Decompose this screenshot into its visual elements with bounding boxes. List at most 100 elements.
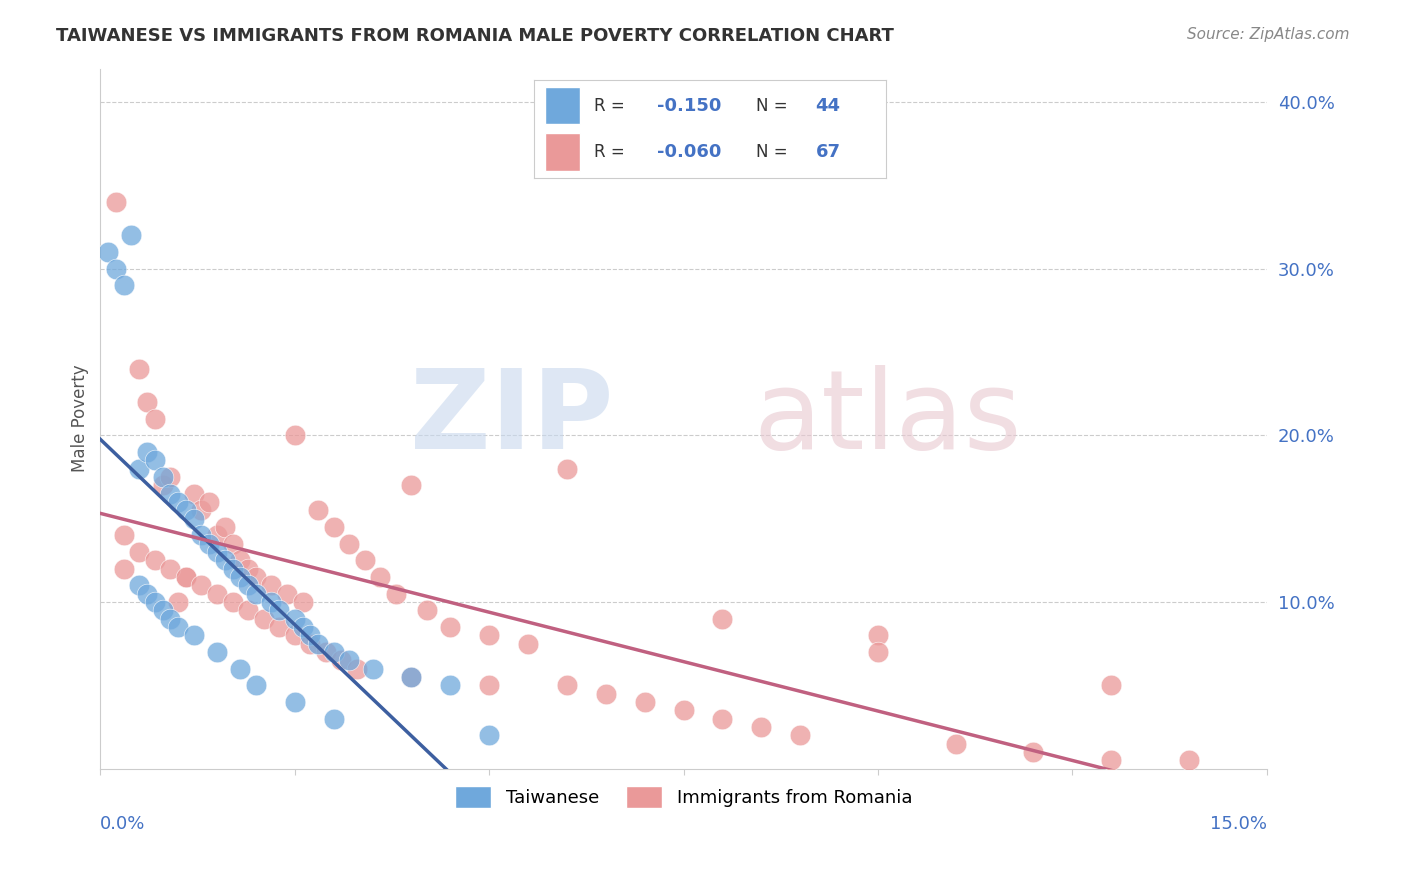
Point: [711, 712, 734, 726]
Point: [711, 611, 734, 625]
Point: [307, 503, 329, 517]
Point: [167, 495, 190, 509]
Point: [672, 703, 695, 717]
Text: R =: R =: [593, 143, 624, 161]
Point: [174, 503, 197, 517]
Point: [183, 628, 205, 642]
Text: atlas: atlas: [754, 365, 1022, 472]
Point: [136, 395, 159, 409]
Point: [236, 578, 259, 592]
Point: [322, 520, 344, 534]
Point: [337, 653, 360, 667]
Text: R =: R =: [593, 97, 624, 115]
Point: [159, 470, 181, 484]
Point: [401, 670, 423, 684]
Point: [299, 628, 322, 642]
Point: [159, 611, 181, 625]
Point: [143, 595, 166, 609]
Point: [361, 662, 384, 676]
Point: [478, 678, 501, 692]
Point: [143, 553, 166, 567]
Text: 67: 67: [815, 143, 841, 161]
Point: [1022, 745, 1045, 759]
Point: [1099, 678, 1122, 692]
Point: [439, 678, 461, 692]
Point: [478, 628, 501, 642]
Point: [284, 611, 307, 625]
Point: [229, 662, 252, 676]
Point: [183, 486, 205, 500]
Point: [299, 637, 322, 651]
Point: [205, 645, 228, 659]
Point: [214, 520, 236, 534]
Point: [221, 536, 243, 550]
Point: [198, 536, 221, 550]
Point: [229, 570, 252, 584]
Text: TAIWANESE VS IMMIGRANTS FROM ROMANIA MALE POVERTY CORRELATION CHART: TAIWANESE VS IMMIGRANTS FROM ROMANIA MAL…: [56, 27, 894, 45]
Point: [167, 595, 190, 609]
Point: [236, 603, 259, 617]
Point: [152, 478, 174, 492]
Text: 44: 44: [815, 97, 841, 115]
Point: [291, 595, 314, 609]
Point: [128, 545, 150, 559]
Point: [128, 578, 150, 592]
Point: [214, 553, 236, 567]
Point: [749, 720, 772, 734]
Point: [866, 628, 889, 642]
Text: Source: ZipAtlas.com: Source: ZipAtlas.com: [1187, 27, 1350, 42]
Point: [253, 611, 276, 625]
Point: [478, 728, 501, 742]
Point: [183, 511, 205, 525]
Text: -0.150: -0.150: [657, 97, 721, 115]
Point: [205, 586, 228, 600]
Point: [159, 486, 181, 500]
Y-axis label: Male Poverty: Male Poverty: [72, 365, 89, 473]
Point: [284, 628, 307, 642]
Point: [416, 603, 439, 617]
Point: [291, 620, 314, 634]
Point: [97, 244, 120, 259]
Point: [136, 586, 159, 600]
Point: [1099, 753, 1122, 767]
Point: [945, 737, 967, 751]
Text: N =: N =: [756, 143, 787, 161]
Point: [517, 637, 540, 651]
Point: [385, 586, 408, 600]
Point: [136, 445, 159, 459]
Point: [152, 603, 174, 617]
Point: [260, 595, 283, 609]
Point: [198, 495, 221, 509]
Point: [205, 545, 228, 559]
Text: ZIP: ZIP: [411, 365, 613, 472]
Point: [401, 478, 423, 492]
Point: [322, 645, 344, 659]
Point: [337, 536, 360, 550]
Point: [284, 695, 307, 709]
Text: N =: N =: [756, 97, 787, 115]
Point: [789, 728, 811, 742]
Point: [555, 461, 578, 475]
Point: [353, 553, 375, 567]
Bar: [544, 133, 579, 170]
Point: [245, 570, 267, 584]
Point: [307, 637, 329, 651]
Text: 15.0%: 15.0%: [1209, 815, 1267, 833]
Point: [205, 528, 228, 542]
Point: [174, 570, 197, 584]
Point: [104, 194, 127, 209]
Point: [439, 620, 461, 634]
Point: [595, 687, 617, 701]
Point: [143, 411, 166, 425]
Point: [245, 586, 267, 600]
Point: [174, 570, 197, 584]
Point: [128, 361, 150, 376]
Point: [159, 561, 181, 575]
Point: [112, 561, 135, 575]
Point: [401, 670, 423, 684]
Point: [322, 712, 344, 726]
Point: [555, 678, 578, 692]
Point: [190, 578, 212, 592]
Point: [128, 461, 150, 475]
Point: [190, 503, 212, 517]
